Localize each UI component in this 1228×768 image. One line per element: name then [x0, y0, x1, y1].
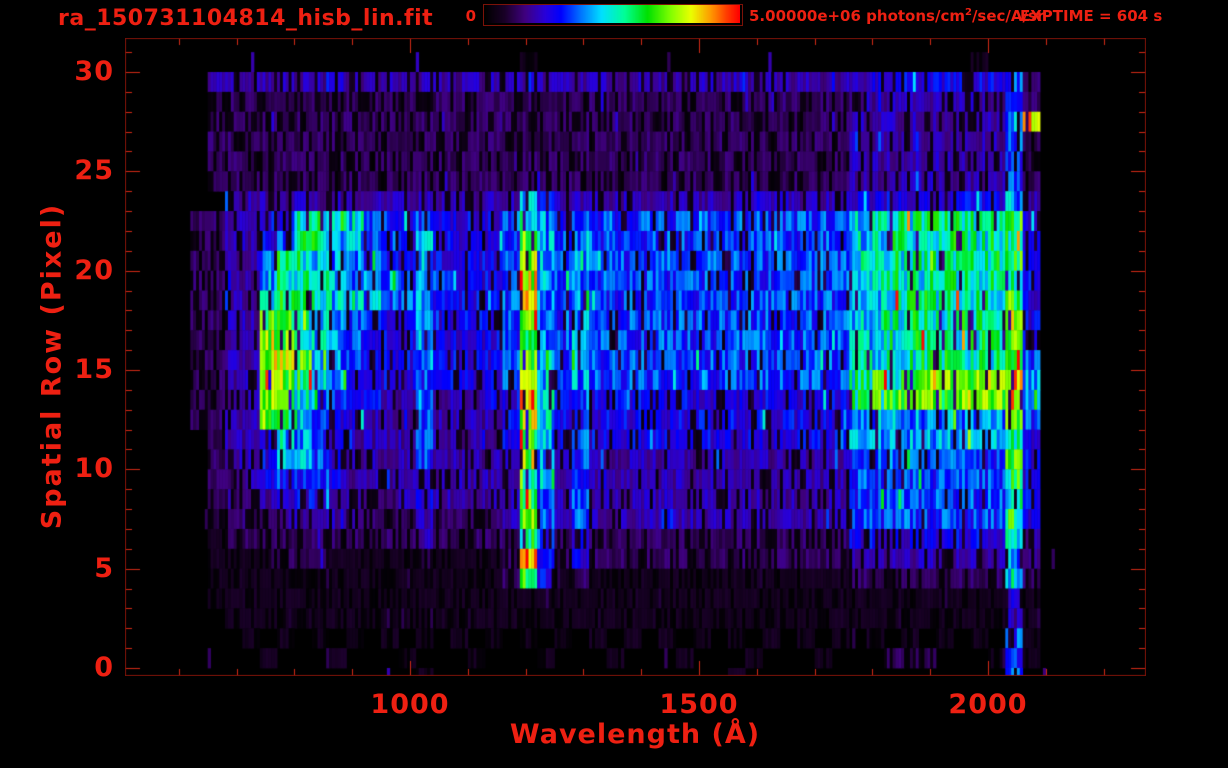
plot-title: ra_150731104814_hisb_lin.fit — [58, 6, 434, 31]
y-tick-label: 20 — [74, 254, 114, 286]
y-tick-label: 25 — [74, 155, 114, 187]
y-tick-label: 5 — [94, 552, 114, 584]
colorbar-max-label: 5.00000e+06 photons/cm2/sec/A/sr — [749, 7, 1044, 25]
colorbar — [483, 4, 743, 26]
spectral-heatmap-canvas — [125, 38, 1146, 676]
colorbar-max-label-superscript: 2 — [964, 7, 972, 18]
y-tick-label: 15 — [74, 353, 114, 385]
x-axis-title: Wavelength (Å) — [509, 719, 761, 750]
x-tick-label: 1000 — [370, 689, 450, 720]
y-tick-label: 0 — [94, 652, 114, 683]
colorbar-min-label: 0 — [465, 7, 476, 25]
colorbar-gradient — [484, 5, 740, 23]
x-tick-label: 2000 — [948, 689, 1028, 720]
y-axis-title: Spatial Row (Pixel) — [36, 202, 68, 530]
colorbar-max-label-pre: 5.00000e+06 photons/cm — [749, 7, 965, 25]
y-tick-label: 30 — [74, 55, 114, 87]
exptime-label: EXPTIME = 604 s — [1020, 7, 1163, 25]
x-tick-label: 1500 — [659, 689, 739, 720]
y-tick-label: 10 — [74, 453, 114, 485]
colorbar-max-label-post: /sec/A/sr — [971, 7, 1045, 25]
